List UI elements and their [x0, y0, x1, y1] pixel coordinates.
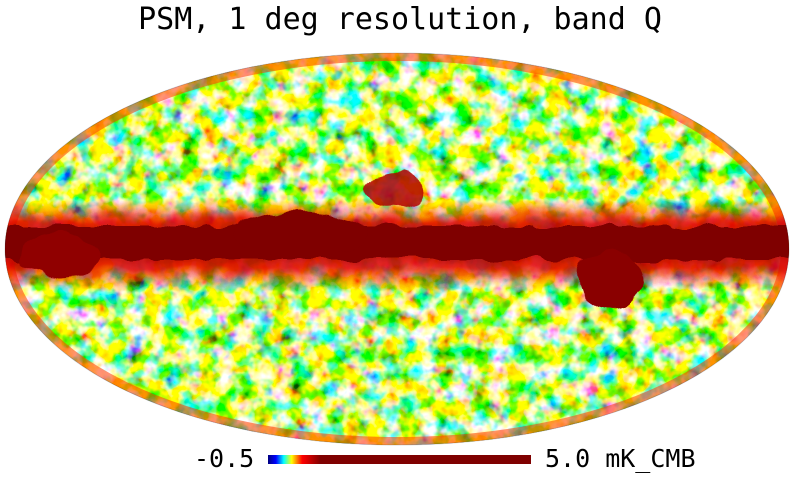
colorbar-max-label: 5.0 mK_CMB	[545, 444, 696, 473]
mollweide-disc	[5, 53, 789, 445]
colorbar-min-label: -0.5	[194, 444, 255, 473]
colorbar	[268, 455, 531, 464]
galactic-plane	[5, 172, 789, 308]
map-title: PSM, 1 deg resolution, band Q	[138, 2, 662, 37]
